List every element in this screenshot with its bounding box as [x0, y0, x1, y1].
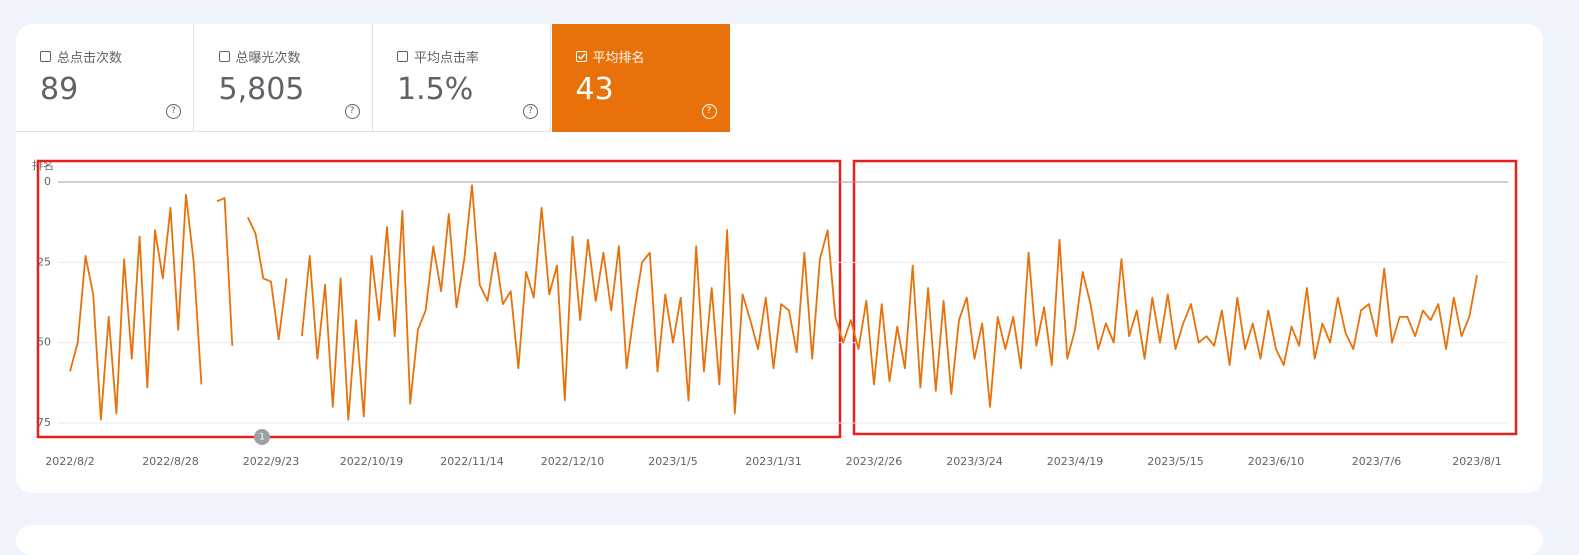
- series-line: [69, 184, 1478, 421]
- x-tick-label: 2023/6/10: [1248, 455, 1304, 468]
- y-tick-label: 0: [44, 175, 51, 188]
- metric-value: 1.5%: [397, 72, 474, 107]
- x-tick-label: 2023/2/26: [846, 455, 902, 468]
- metric-label-row: 平均排名: [575, 47, 645, 66]
- metric-value: 89: [40, 72, 79, 107]
- metric-label: 平均排名: [592, 51, 645, 66]
- metric-value: 43: [575, 72, 614, 107]
- highlight-box: [852, 159, 1518, 436]
- checkbox[interactable]: [40, 51, 51, 62]
- metric-label-row: 总点击次数: [40, 47, 122, 66]
- metric-tile[interactable]: 平均点击率 1.5% ?: [373, 24, 551, 132]
- metric-label-row: 平均点击率: [397, 47, 479, 66]
- metric-label-row: 总曝光次数: [218, 47, 301, 66]
- checkbox[interactable]: [575, 51, 587, 62]
- help-icon[interactable]: ?: [166, 104, 181, 119]
- help-icon[interactable]: ?: [344, 104, 360, 119]
- performance-card: 总点击次数 89 ? 总曝光次数 5,805 ? 平均点击率 1.5% ? 平均排名 …: [16, 24, 1543, 493]
- x-tick-label: 2023/4/19: [1047, 455, 1103, 468]
- checkbox[interactable]: [218, 51, 230, 62]
- x-tick-label: 2023/7/6: [1352, 455, 1401, 468]
- metric-tile[interactable]: 平均排名 43 ?: [551, 24, 730, 132]
- highlight-box: [36, 159, 842, 439]
- page: {"metrics":[{"label":"总点击次数","value":"89…: [16, 24, 1543, 555]
- x-tick-label: 2023/5/15: [1147, 455, 1203, 468]
- y-tick-label: 50: [37, 336, 51, 349]
- x-tick-label: 2022/9/23: [243, 455, 299, 468]
- x-tick-label: 2022/10/19: [340, 455, 403, 468]
- x-tick-label: 2022/8/28: [142, 455, 198, 468]
- help-icon[interactable]: ?: [523, 104, 538, 119]
- metric-label: 平均点击率: [414, 51, 480, 66]
- metric-value: 5,805: [218, 72, 305, 107]
- metric-label: 总点击次数: [57, 51, 123, 66]
- x-tick-label: 2023/1/5: [648, 455, 697, 468]
- metric-tile[interactable]: 总曝光次数 5,805 ?: [194, 24, 373, 132]
- x-tick-label: 2022/11/14: [440, 455, 503, 468]
- x-tick-label: 2022/12/10: [541, 455, 604, 468]
- x-tick-label: 2023/3/24: [946, 455, 1002, 468]
- y-tick-label: 25: [37, 255, 51, 268]
- x-tick-label: 2023/8/1: [1452, 455, 1501, 468]
- y-tick-label: 75: [37, 416, 51, 429]
- x-tick-label: 2023/1/31: [745, 455, 801, 468]
- metric-tile[interactable]: 总点击次数 89 ?: [16, 24, 194, 132]
- x-tick-label: 2022/8/2: [45, 455, 94, 468]
- annotation-marker: [254, 429, 270, 445]
- check-mark: [577, 53, 585, 60]
- annotation-label: 1: [259, 433, 265, 443]
- help-icon[interactable]: ?: [701, 104, 717, 119]
- metric-label: 总曝光次数: [235, 51, 301, 66]
- checkbox[interactable]: [397, 51, 408, 62]
